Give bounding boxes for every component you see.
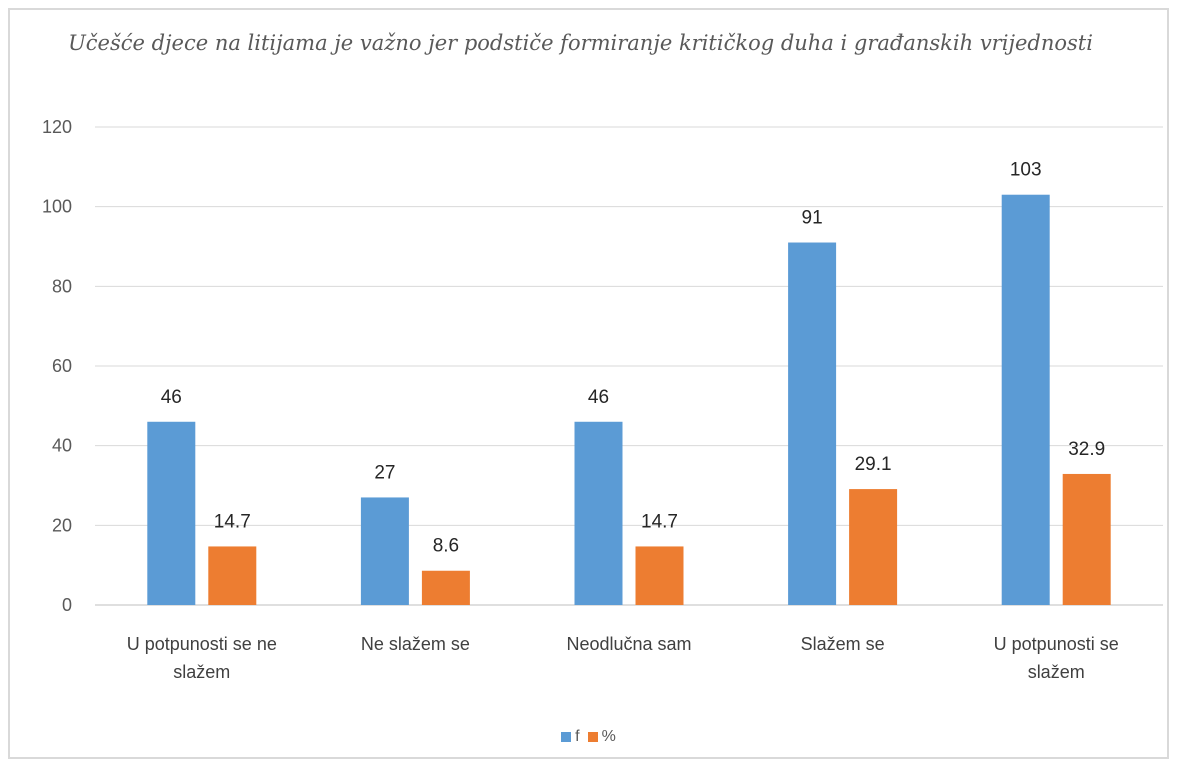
legend-swatch-percent: [587, 732, 598, 742]
bar-f: [574, 421, 623, 605]
bar-f: [1001, 194, 1050, 605]
data-label: 27: [374, 462, 395, 483]
data-label: 46: [588, 387, 609, 408]
data-label: 29.1: [855, 454, 892, 475]
bar-percent: [421, 570, 470, 605]
bar-percent: [1062, 473, 1111, 605]
x-tick-label: U potpunosti se: [994, 634, 1119, 654]
y-tick-label: 40: [52, 436, 72, 456]
legend-item-percent: %: [587, 728, 616, 746]
legend-item-f: f: [561, 728, 580, 746]
bar-f: [147, 421, 196, 605]
x-tick-label: Neodlučna sam: [566, 634, 691, 654]
bar-percent: [208, 546, 257, 605]
y-tick-label: 20: [52, 515, 72, 535]
y-tick-label: 100: [42, 197, 72, 217]
legend-swatch-f: [561, 732, 572, 742]
x-tick-label: Slažem se: [801, 634, 885, 654]
y-tick-label: 0: [62, 595, 72, 615]
data-label: 32.9: [1068, 439, 1105, 460]
chart-frame: [8, 8, 1169, 759]
data-label: 46: [161, 387, 182, 408]
bar-f: [360, 497, 409, 605]
legend-label-f: f: [575, 728, 580, 745]
y-tick-label: 120: [42, 117, 72, 137]
bar-percent: [849, 489, 898, 605]
data-label: 14.7: [214, 511, 251, 532]
x-tick-label: Ne slažem se: [361, 634, 470, 654]
data-label: 14.7: [641, 511, 678, 532]
x-tick-label: slažem: [173, 662, 230, 682]
data-label: 8.6: [433, 536, 459, 557]
data-label: 91: [802, 208, 823, 229]
bar-f: [788, 242, 837, 605]
bar-percent: [635, 546, 684, 605]
x-tick-label: U potpunosti se ne: [127, 634, 277, 654]
legend-label-percent: %: [601, 728, 616, 745]
chart-title: Učešće djece na litijama je važno jer po…: [68, 31, 1093, 55]
y-tick-label: 60: [52, 356, 72, 376]
x-tick-label: slažem: [1028, 662, 1085, 682]
data-label: 103: [1010, 160, 1042, 181]
legend: f %: [0, 728, 1177, 746]
y-tick-label: 80: [52, 276, 72, 296]
